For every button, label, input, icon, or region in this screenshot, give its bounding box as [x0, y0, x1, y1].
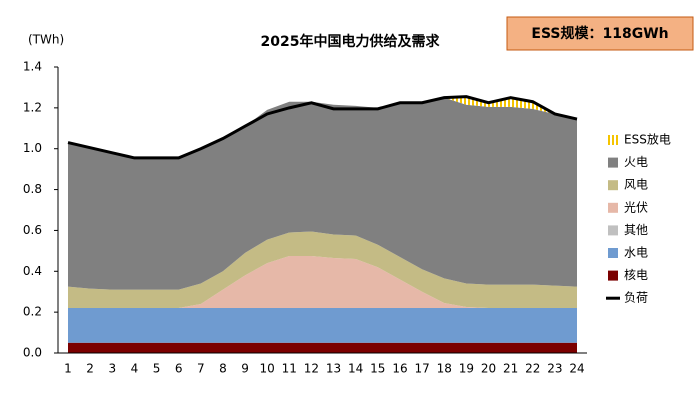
- x-tick-label: 7: [197, 362, 205, 376]
- legend-swatch: [608, 248, 618, 258]
- x-tick-label: 1: [64, 362, 72, 376]
- x-tick-label: 24: [569, 362, 584, 376]
- area: [68, 96, 577, 158]
- chart-title: 2025年中国电力供给及需求: [261, 33, 441, 50]
- legend-label: 水电: [624, 246, 648, 260]
- legend-label: 火电: [624, 155, 648, 169]
- y-tick-label: 1.2: [23, 100, 42, 114]
- legend-swatch: [608, 135, 618, 145]
- x-tick-label: 10: [260, 362, 275, 376]
- y-axis-label: (TWh): [28, 33, 64, 47]
- x-tick-label: 22: [525, 362, 540, 376]
- area: [68, 231, 577, 309]
- area: [68, 97, 577, 290]
- legend-swatch: [608, 225, 618, 236]
- legend-label: 负荷: [624, 291, 648, 305]
- x-tick-label: 4: [131, 362, 139, 376]
- x-tick-label: 15: [370, 362, 385, 376]
- y-tick-label: 0.8: [23, 182, 42, 196]
- y-tick-label: 1.0: [23, 141, 42, 155]
- annotation: ESS规模：118GWh: [531, 25, 668, 42]
- x-tick-label: 12: [304, 362, 319, 376]
- x-tick-label: 3: [108, 362, 116, 376]
- x-tick-label: 21: [503, 362, 518, 376]
- x-tick-label: 2: [86, 362, 94, 376]
- x-tick-label: 23: [547, 362, 562, 376]
- legend-swatch: [608, 180, 618, 191]
- legend-label: ESS放电: [624, 132, 671, 147]
- x-tick-label: 5: [153, 362, 161, 376]
- y-tick-label: 0.0: [23, 346, 42, 360]
- legend-swatch: [608, 157, 618, 168]
- x-tick-label: 9: [241, 362, 249, 376]
- x-tick-label: 11: [282, 362, 297, 376]
- area: [68, 342, 577, 353]
- x-tick-label: 8: [219, 362, 227, 376]
- annotation-box: [506, 16, 694, 51]
- legend-label: 其他: [624, 223, 648, 237]
- x-tick-label: 17: [414, 362, 429, 376]
- legend-label: 核电: [624, 268, 648, 282]
- x-tick-label: 13: [326, 362, 341, 376]
- x-tick-label: 18: [437, 362, 452, 376]
- legend-label: 光伏: [624, 200, 648, 214]
- legend-swatch: [608, 270, 618, 281]
- x-tick-label: 20: [481, 362, 496, 376]
- x-tick-label: 16: [392, 362, 407, 376]
- legend-label: 风电: [624, 178, 648, 192]
- y-tick-label: 0.6: [23, 223, 42, 237]
- legend-swatch: [608, 202, 618, 213]
- x-tick-label: 14: [348, 362, 363, 376]
- y-tick-label: 0.4: [23, 264, 42, 278]
- load-line: [67, 95, 578, 160]
- x-tick-label: 6: [175, 362, 183, 376]
- y-tick-label: 1.4: [23, 60, 42, 74]
- y-tick-label: 0.2: [23, 305, 42, 319]
- area: [68, 308, 577, 343]
- area: [68, 255, 577, 309]
- x-tick-label: 19: [459, 362, 474, 376]
